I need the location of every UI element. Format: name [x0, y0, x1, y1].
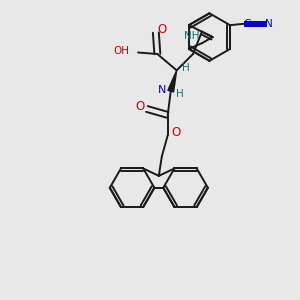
Text: C: C	[243, 19, 251, 29]
Text: NH: NH	[184, 31, 200, 40]
Text: OH: OH	[114, 46, 130, 56]
Text: H: H	[182, 63, 190, 73]
Polygon shape	[168, 70, 177, 92]
Text: O: O	[158, 23, 167, 36]
Text: H: H	[176, 89, 184, 99]
Text: N: N	[158, 85, 166, 95]
Text: O: O	[171, 126, 181, 139]
Text: O: O	[136, 100, 145, 112]
Text: N: N	[266, 19, 273, 29]
